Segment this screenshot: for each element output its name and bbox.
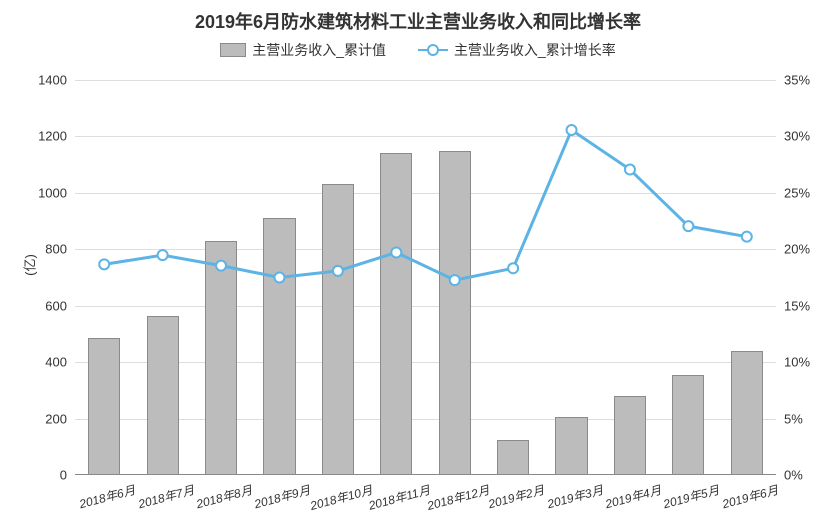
y-tick-right: 25% (784, 185, 810, 200)
line-marker (625, 165, 635, 175)
x-tick: 2018年8月 (194, 481, 254, 512)
line-marker (508, 263, 518, 273)
line-marker (99, 259, 109, 269)
line-marker (333, 266, 343, 276)
y-tick-left: 600 (45, 298, 67, 313)
x-tick: 2019年2月 (486, 481, 546, 512)
legend-item-bar: 主营业务收入_累计值 (220, 40, 386, 60)
y-tick-left: 1000 (38, 185, 67, 200)
x-tick: 2018年9月 (253, 481, 313, 512)
legend-line-marker (427, 44, 439, 56)
y-tick-right: 30% (784, 129, 810, 144)
x-tick: 2018年7月 (136, 481, 196, 512)
y-tick-left: 200 (45, 411, 67, 426)
x-tick: 2019年5月 (662, 481, 722, 512)
y-tick-left: 400 (45, 355, 67, 370)
line-marker (567, 125, 577, 135)
line-marker (274, 273, 284, 283)
y-tick-left: 800 (45, 242, 67, 257)
y-tick-right: 5% (784, 411, 803, 426)
y-tick-left: 1400 (38, 73, 67, 88)
legend-swatch-bar (220, 43, 246, 57)
line-series (75, 80, 776, 475)
y-tick-right: 10% (784, 355, 810, 370)
y-tick-right: 15% (784, 298, 810, 313)
y-tick-right: 0% (784, 468, 803, 483)
y-tick-right: 35% (784, 73, 810, 88)
line-marker (216, 261, 226, 271)
x-tick: 2019年6月 (720, 481, 780, 512)
line-marker (391, 247, 401, 257)
chart-title: 2019年6月防水建筑材料工业主营业务收入和同比增长率 (0, 8, 836, 34)
line-marker (158, 250, 168, 260)
growth-line (104, 130, 747, 280)
legend: 主营业务收入_累计值 主营业务收入_累计增长率 (0, 40, 836, 60)
legend-bar-label: 主营业务收入_累计值 (252, 40, 386, 60)
legend-item-line: 主营业务收入_累计增长率 (418, 40, 616, 60)
x-tick: 2018年6月 (77, 481, 137, 512)
y-tick-right: 20% (784, 242, 810, 257)
x-tick: 2018年10月 (308, 481, 374, 514)
line-marker (742, 232, 752, 242)
y-tick-left: 1200 (38, 129, 67, 144)
x-tick: 2019年3月 (545, 481, 605, 512)
x-tick: 2018年11月 (367, 481, 432, 514)
y-axis-left-label: (亿) (19, 254, 38, 276)
chart-container: 2019年6月防水建筑材料工业主营业务收入和同比增长率 主营业务收入_累计值 主… (0, 0, 836, 530)
legend-line-label: 主营业务收入_累计增长率 (454, 40, 616, 60)
x-tick: 2019年4月 (603, 481, 663, 512)
line-marker (450, 275, 460, 285)
legend-swatch-line (418, 43, 448, 57)
plot-area: 00%2005%40010%60015%80020%100025%120030%… (75, 80, 776, 475)
y-tick-left: 0 (60, 468, 67, 483)
line-marker (683, 221, 693, 231)
x-tick: 2018年12月 (425, 481, 491, 514)
